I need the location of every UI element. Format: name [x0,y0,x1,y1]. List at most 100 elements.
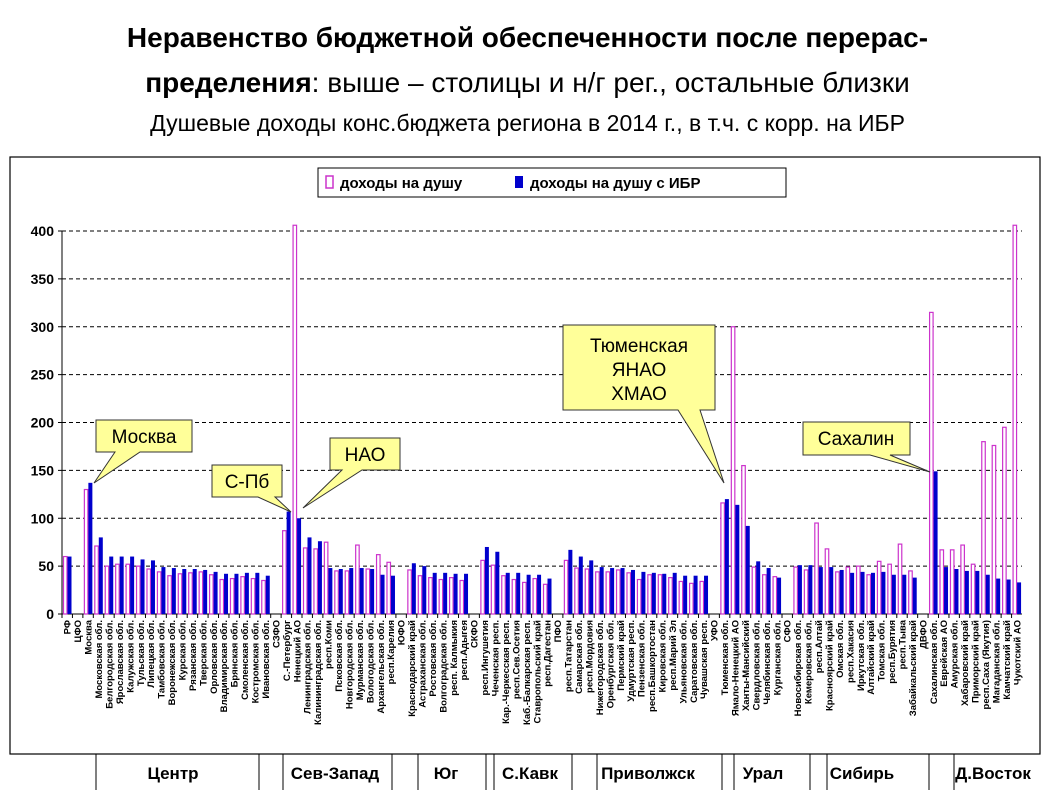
bar-series1 [188,572,193,615]
bar-series2 [630,569,635,614]
bar-series1 [563,559,569,615]
x-tick-label: Алтайский край [866,620,877,695]
bar-series2 [672,572,677,614]
bar-series1 [668,577,673,615]
bar-series1 [250,577,256,615]
bar-series2 [359,568,364,614]
bar-series2 [380,574,385,614]
bar-series2 [432,572,437,614]
bar-series2 [641,571,646,614]
x-tick-label: Курганская обл. [772,620,783,695]
x-axis-labels: РФ ЦФО Москва Московская обл. Белгородская о… [63,619,1024,725]
bar-series2 [1017,582,1022,614]
bar-series2 [109,556,114,614]
x-tick-label: ДВФО [918,620,929,649]
x-tick-label: респ. Калмыкия [449,620,460,696]
bar-series2 [1006,579,1011,614]
svg-text:Сахалин: Сахалин [818,429,895,450]
bar-series2 [964,570,969,614]
bar-series2 [756,561,761,614]
y-tick-label: 350 [31,271,55,287]
bar-series1 [302,547,308,615]
bar-series1 [793,566,799,615]
bar-series2 [933,471,938,614]
bar-series1 [855,565,861,615]
bar-series2 [307,537,312,614]
x-tick-label: Оренбургская обл. [605,620,616,708]
bar-series1 [991,444,997,615]
bar-series2 [651,572,656,614]
x-tick-label: Смоленская обл. [240,620,251,700]
y-tick-label: 0 [46,606,54,622]
bar-series1 [104,565,110,615]
x-tick-label: С.-Петербург [282,620,293,681]
bar-series1 [407,569,412,615]
bar-series1 [156,571,162,615]
bar-series2 [850,572,855,614]
x-tick-label: ЦФО [73,620,84,642]
bar-series2 [547,578,552,614]
x-tick-label: Воронежская обл. [167,620,178,705]
bar-series2 [568,549,573,614]
bar-series1 [720,502,725,615]
bar-series1 [208,574,214,615]
svg-text:ХМАО: ХМАО [611,384,667,405]
bar-series2 [224,573,229,614]
bar-series1 [887,563,892,615]
bar-series1 [981,441,986,615]
svg-text:НАО: НАО [345,445,386,466]
bar-series1 [167,575,172,615]
bar-series2 [589,560,594,614]
bar-series1 [1012,224,1018,615]
x-tick-label: респ.Сев.Осетия [511,620,522,699]
bar-series1 [647,574,652,615]
bar-series1 [835,571,840,615]
bar-series2 [985,574,990,614]
x-tick-label: Камчатский край [1002,620,1013,700]
x-tick-label: Новгородская обл. [344,620,355,709]
chart-subtitle: Душевые доходы конс.бюджета региона в 20… [150,110,905,136]
y-tick-label: 250 [31,367,55,383]
bar-series2 [610,568,615,614]
x-tick-label: Удмуртская респ. [626,620,637,702]
bar-series2 [411,563,416,614]
bar-series1 [730,326,736,615]
bar-series2 [119,556,124,614]
region-label: Д.Восток [955,764,1031,783]
bar-series2 [724,499,729,614]
x-tick-label: Ульяновская обл. [678,620,689,704]
x-tick-label: Новосибирская обл. [793,620,804,716]
bar-series1 [584,568,590,615]
x-tick-label: Приморский край [971,620,982,703]
bar-series1 [125,563,131,615]
x-tick-label: респ.Хакасия [845,620,856,683]
bar-series1 [334,570,339,615]
bar-series2 [777,577,782,614]
x-tick-label: Тульская обл. [136,620,147,686]
bar-series2 [766,568,771,614]
bar-series1 [636,578,642,615]
bar-series2 [161,567,166,614]
bar-series2 [881,571,886,614]
chart-title-line2: пределения: выше – столицы и н/г рег., о… [0,67,1055,99]
x-tick-label: ЮФО [397,620,408,645]
bar-series2 [67,556,72,614]
gridlines [62,230,1022,567]
bar-series2 [808,565,813,614]
x-tick-label: Магаданская обл. [991,620,1002,703]
bar-series2 [818,567,823,614]
x-tick-label: Брянская обл. [230,620,241,687]
bar-series1 [282,530,287,615]
x-tick-label: Владимирская обл. [219,620,230,712]
bar-series2 [464,573,469,614]
bar-series1 [375,554,381,615]
bar-series2 [244,572,249,614]
x-tick-label: Тверская обл. [198,620,209,686]
x-tick-label: УФО [710,620,721,641]
x-tick-label: Саратовская обл. [689,620,700,703]
bar-series2 [297,518,302,614]
x-tick-label: Свердловская обл. [751,620,762,710]
title-rest: : выше – столицы и н/г рег., остальные б… [311,67,910,98]
y-tick-label: 400 [31,223,55,239]
svg-text:Москва: Москва [112,427,177,448]
